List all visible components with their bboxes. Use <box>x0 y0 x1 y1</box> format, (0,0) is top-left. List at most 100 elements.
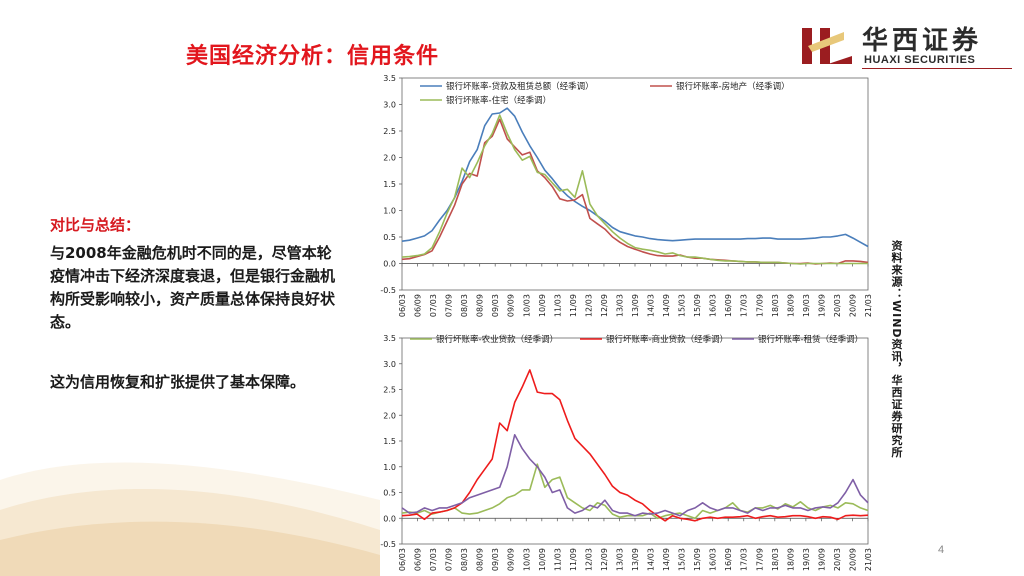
y-tick-label: 0.5 <box>383 489 396 498</box>
x-tick-label: 18/09 <box>786 294 795 317</box>
x-tick-label: 10/03 <box>522 294 531 317</box>
x-tick-label: 15/03 <box>678 548 687 571</box>
x-tick-label: 18/09 <box>786 548 795 571</box>
legend-label: 银行坏账率-房地产（经季调） <box>676 81 790 92</box>
x-tick-label: 21/03 <box>864 548 873 571</box>
x-tick-label: 11/03 <box>553 294 562 317</box>
x-tick-label: 07/03 <box>429 294 438 317</box>
series-line-1 <box>401 463 869 520</box>
x-tick-label: 12/03 <box>584 548 593 571</box>
x-tick-label: 13/03 <box>615 548 624 571</box>
series-line-2 <box>401 369 869 522</box>
x-tick-label: 17/03 <box>740 294 749 317</box>
x-tick-label: 15/09 <box>693 294 702 317</box>
x-tick-label: 14/03 <box>647 294 656 317</box>
decorative-swoosh <box>0 462 380 576</box>
series-line-3 <box>401 114 868 265</box>
series-line-3 <box>401 434 869 517</box>
x-tick-label: 18/03 <box>771 294 780 317</box>
legend-label: 银行坏账率-贷款及租赁总额（经季调） <box>446 81 594 92</box>
x-tick-label: 13/03 <box>615 294 624 317</box>
x-tick-label: 20/09 <box>848 294 857 317</box>
y-tick-label: 3.5 <box>383 334 396 343</box>
y-tick-label: 1.5 <box>383 437 396 446</box>
x-tick-label: 08/03 <box>460 294 469 317</box>
y-tick-label: 3.0 <box>383 101 396 110</box>
summary-paragraph-2: 这为信用恢复和扩张提供了基本保障。 <box>50 373 306 391</box>
x-tick-label: 14/09 <box>662 548 671 571</box>
logo-english-name: HUAXI SECURITIES <box>864 54 976 66</box>
legend-label: 银行坏账率-住宅（经季调） <box>446 95 551 106</box>
y-tick-label: 1.0 <box>383 207 396 216</box>
x-tick-label: 18/03 <box>771 548 780 571</box>
y-tick-label: 3.5 <box>383 74 396 83</box>
x-tick-label: 13/09 <box>631 294 640 317</box>
y-tick-label: 2.0 <box>383 411 396 420</box>
series-line-1 <box>401 107 869 248</box>
x-tick-label: 08/03 <box>460 548 469 571</box>
y-tick-label: 2.5 <box>383 127 396 136</box>
legend-label: 银行坏账率-商业贷款（经季调） <box>606 334 728 345</box>
x-tick-label: 19/03 <box>802 548 811 571</box>
x-tick-label: 16/09 <box>724 294 733 317</box>
x-tick-label: 17/09 <box>755 548 764 571</box>
x-tick-label: 10/09 <box>538 548 547 571</box>
x-tick-label: 09/09 <box>507 294 516 317</box>
legend-label: 银行坏账率-租赁（经季调） <box>758 334 863 345</box>
x-tick-label: 11/03 <box>553 548 562 571</box>
x-tick-label: 17/09 <box>755 294 764 317</box>
data-source-note: 资料来源：WIND资讯，华西证券研究所 <box>890 240 903 459</box>
x-tick-label: 07/03 <box>429 548 438 571</box>
x-tick-label: 09/09 <box>507 548 516 571</box>
page-number: 4 <box>938 544 945 556</box>
x-tick-label: 07/09 <box>445 294 454 317</box>
x-tick-label: 12/03 <box>584 294 593 317</box>
series-line-2 <box>401 118 869 265</box>
x-tick-label: 10/09 <box>538 294 547 317</box>
x-tick-label: 16/09 <box>724 548 733 571</box>
x-tick-label: 19/09 <box>817 294 826 317</box>
logo-underline <box>862 68 1012 69</box>
plot-frame <box>401 77 869 291</box>
x-tick-label: 12/09 <box>600 548 609 571</box>
x-tick-label: 10/03 <box>522 548 531 571</box>
legend-label: 银行坏账率-农业贷款（经季调） <box>436 334 558 345</box>
x-tick-label: 15/03 <box>678 294 687 317</box>
chart-bad-debt-loans-real-estate: -0.5 0.0 0.5 1.0 1.5 2.0 2.5 3.0 3.5 06/03 06/09 07… <box>380 74 873 317</box>
x-tick-label: 11/09 <box>569 294 578 317</box>
y-tick-label: 0.0 <box>383 260 396 269</box>
x-tick-label: 21/03 <box>864 294 873 317</box>
x-tick-label: 06/03 <box>398 548 407 571</box>
summary-paragraph-1: 与2008年金融危机时不同的是，尽管本轮疫情冲击下经济深度衰退，但是银行金融机构… <box>50 244 336 331</box>
y-tick-label: 0.0 <box>383 514 396 523</box>
x-tick-label: 19/03 <box>802 294 811 317</box>
company-logo: 华西证券 HUAXI SECURITIES <box>800 20 1015 70</box>
chart-bad-debt-agri-commercial-lease: -0.5 0.0 0.5 1.0 1.5 2.0 2.5 3.0 3.5 06/03 06/09 07… <box>380 334 873 571</box>
logo-chinese-name: 华西证券 <box>862 26 983 56</box>
x-tick-label: 06/03 <box>398 294 407 317</box>
y-tick-label: 1.5 <box>383 180 396 189</box>
x-tick-label: 06/09 <box>414 548 423 571</box>
x-tick-label: 07/09 <box>445 548 454 571</box>
y-tick-label: 0.5 <box>383 233 396 242</box>
x-tick-label: 08/09 <box>476 548 485 571</box>
y-tick-label: 3.0 <box>383 360 396 369</box>
x-tick-label: 20/03 <box>833 548 842 571</box>
x-tick-label: 17/03 <box>740 548 749 571</box>
x-tick-label: 20/03 <box>833 294 842 317</box>
x-tick-label: 16/03 <box>709 548 718 571</box>
x-tick-label: 13/09 <box>631 548 640 571</box>
x-tick-label: 08/09 <box>476 294 485 317</box>
x-tick-label: 14/09 <box>662 294 671 317</box>
huaxi-logo-mark-icon <box>802 28 852 64</box>
y-tick-label: 2.5 <box>383 386 396 395</box>
x-tick-label: 15/09 <box>693 548 702 571</box>
x-tick-label: 09/03 <box>491 548 500 571</box>
page-title: 美国经济分析：信用条件 <box>186 43 440 69</box>
summary-heading: 对比与总结： <box>50 216 141 234</box>
y-tick-label: 2.0 <box>383 154 396 163</box>
y-tick-label: 1.0 <box>383 463 396 472</box>
x-tick-label: 20/09 <box>848 548 857 571</box>
x-tick-label: 06/09 <box>414 294 423 317</box>
x-tick-label: 19/09 <box>817 548 826 571</box>
